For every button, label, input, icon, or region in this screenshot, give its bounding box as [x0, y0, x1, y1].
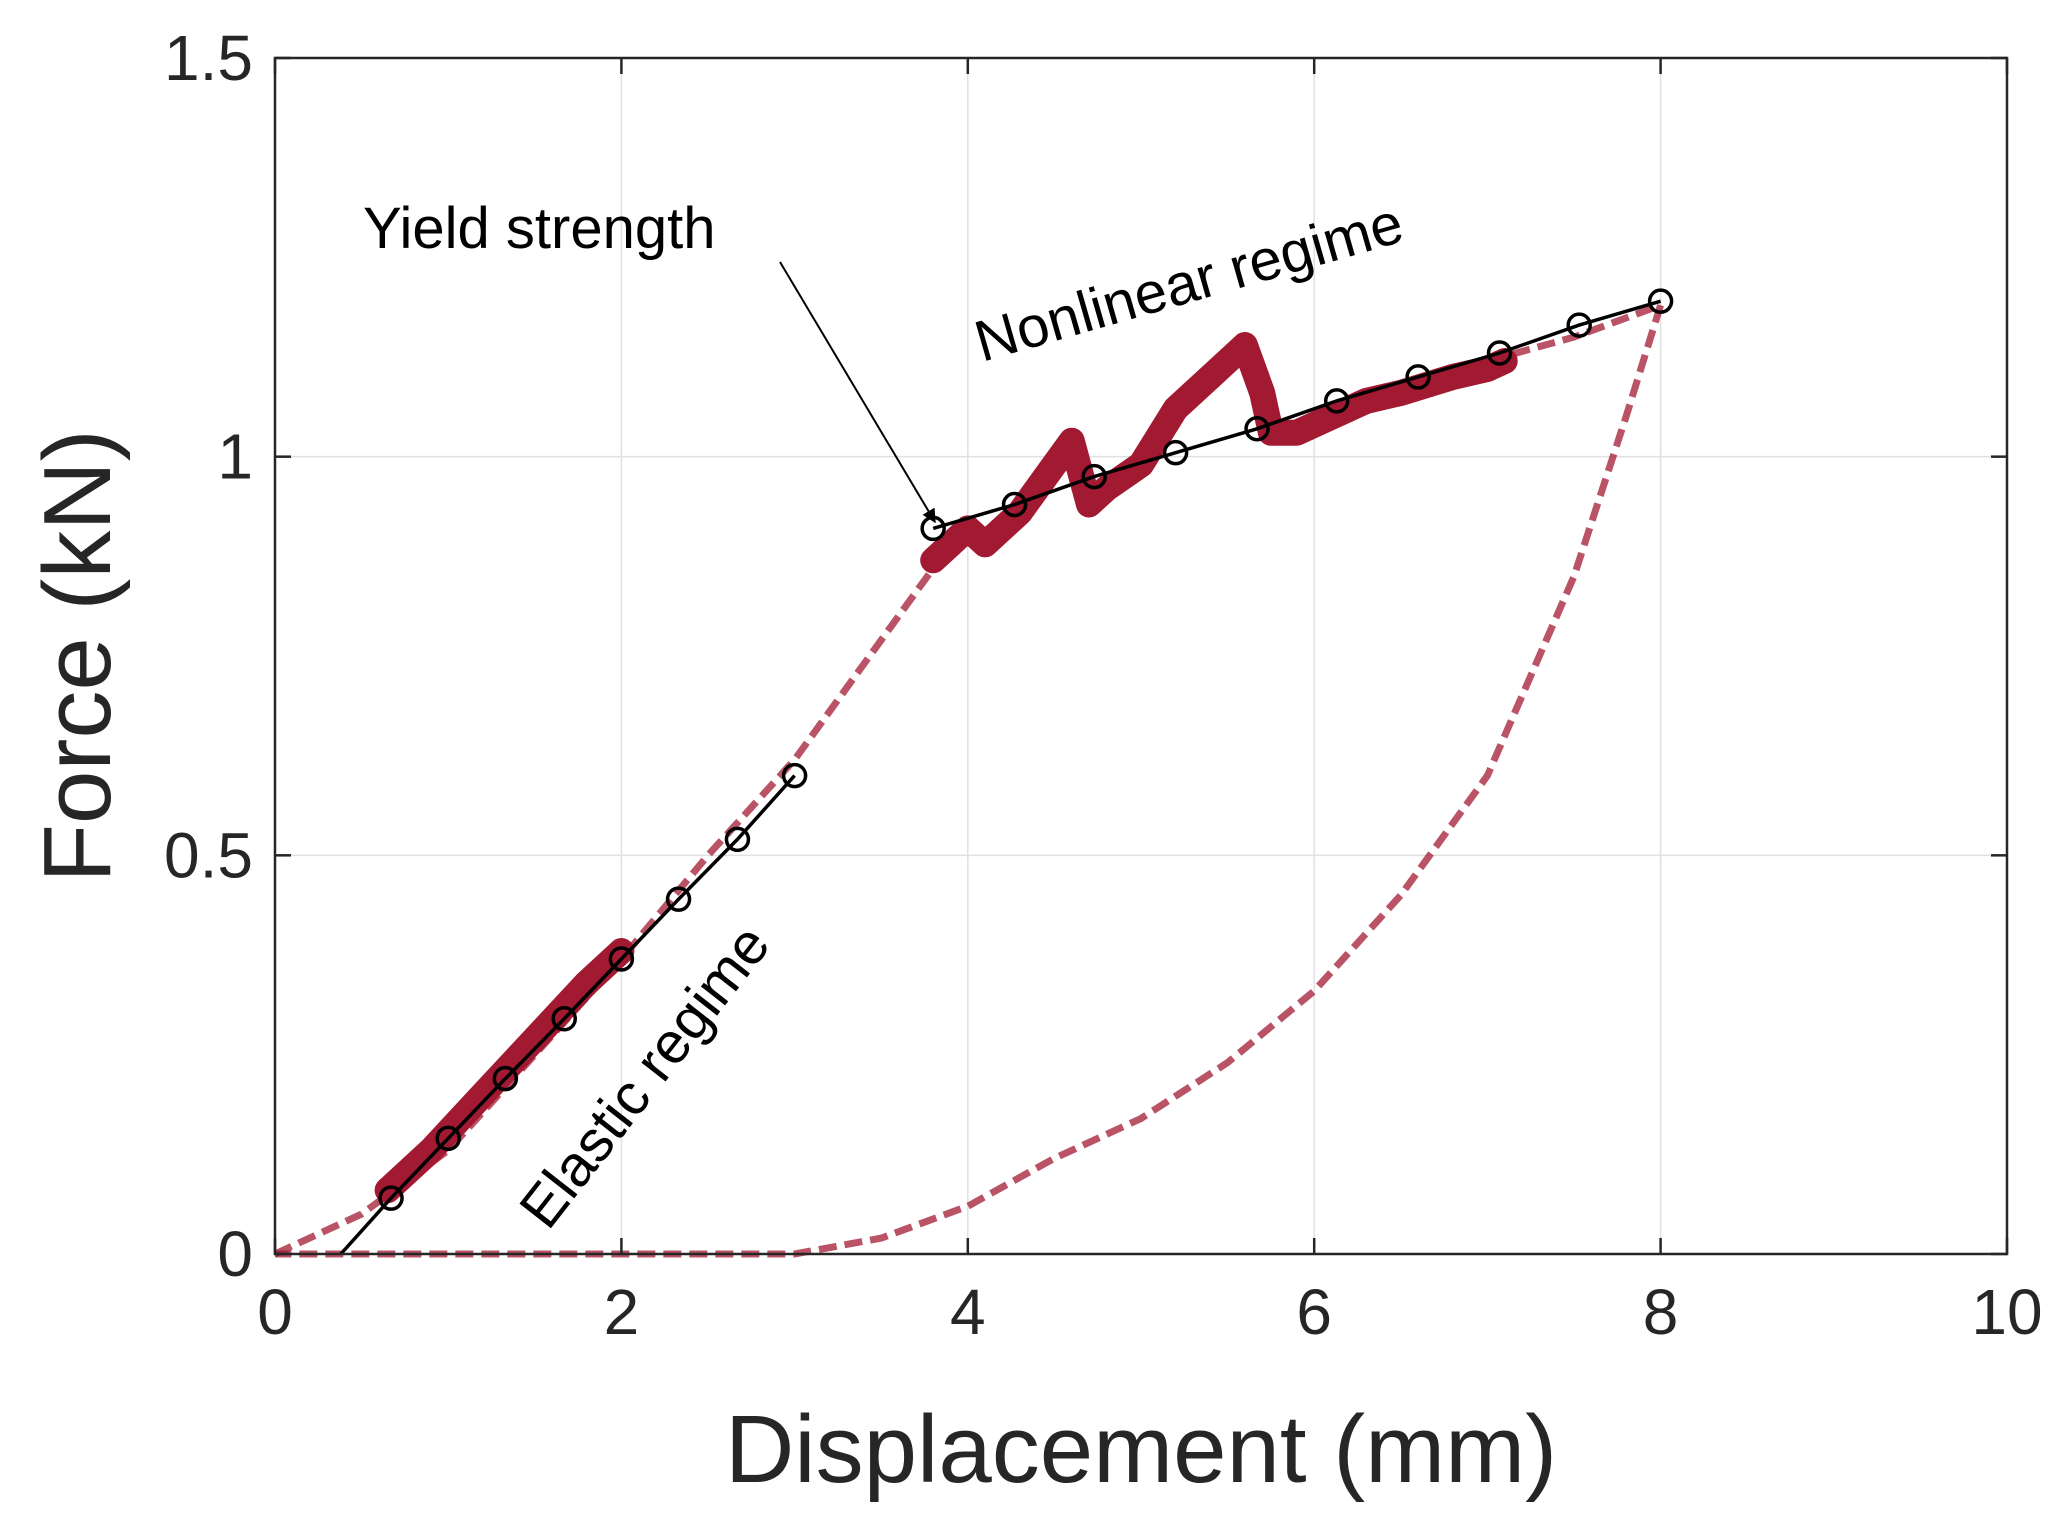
fit-marker	[665, 886, 692, 912]
fit-layer	[339, 288, 1674, 1256]
annotation-yield-strength: Yield strength	[363, 196, 716, 261]
fit-marker	[608, 946, 635, 972]
fit-line	[932, 299, 1662, 531]
x-axis: 0 2 4 6 8 10	[257, 58, 2043, 1348]
series-line-thick	[920, 332, 1518, 574]
fit-marker	[435, 1125, 461, 1152]
fit-marker	[781, 762, 808, 789]
fit-marker	[1323, 388, 1350, 414]
fit-marker	[1001, 491, 1028, 518]
fit-marker	[1486, 340, 1513, 366]
fit-marker	[1162, 439, 1189, 466]
y-axis: 0 0.5 1 1.5	[164, 22, 2007, 1290]
x-axis-title: Displacement (mm)	[725, 1396, 1557, 1503]
x-tick-label: 6	[1296, 1276, 1332, 1348]
yield-strength-arrow	[779, 261, 936, 524]
fit-marker	[551, 1006, 577, 1032]
y-tick-label: 1.5	[164, 22, 253, 94]
y-tick-label: 0	[217, 1218, 253, 1290]
fit-marker	[492, 1065, 519, 1092]
series-line-dashed	[1486, 301, 1662, 365]
y-axis-title: Force (kN)	[24, 429, 131, 882]
x-tick-label: 8	[1643, 1276, 1679, 1348]
x-tick-label: 2	[604, 1276, 640, 1348]
fit-marker	[724, 826, 751, 853]
fit-line	[339, 774, 796, 1256]
x-tick-label: 4	[950, 1276, 986, 1348]
x-tick-label: 0	[257, 1276, 293, 1348]
plot-frame	[273, 56, 2009, 1256]
x-tick-label: 10	[1971, 1276, 2042, 1348]
fit-marker	[1647, 288, 1674, 314]
fit-marker	[1244, 416, 1270, 442]
plot-background	[275, 58, 2007, 1254]
y-tick-label: 0.5	[164, 819, 253, 891]
fit-marker	[1566, 312, 1592, 338]
fit-marker	[378, 1185, 404, 1211]
fit-marker	[1405, 364, 1431, 390]
fit-marker	[1081, 463, 1107, 490]
y-tick-label: 1	[217, 421, 253, 493]
